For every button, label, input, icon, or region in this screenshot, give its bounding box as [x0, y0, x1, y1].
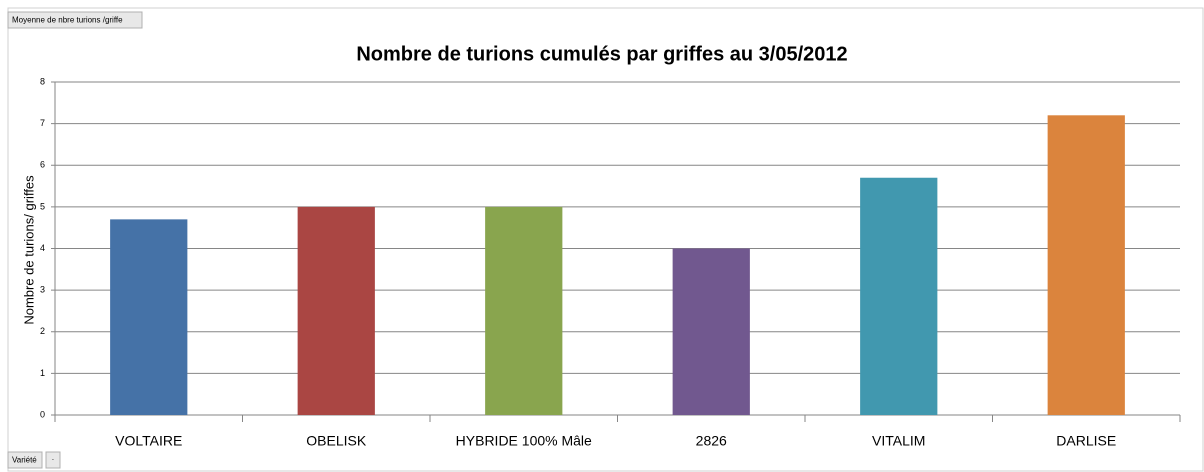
bar [297, 206, 375, 415]
y-tick-label: 3 [40, 285, 45, 295]
y-tick-label: 4 [40, 243, 45, 253]
bar [485, 206, 563, 415]
chart-title: Nombre de turions cumulés par griffes au… [356, 43, 847, 65]
x-tick-label: DARLISE [1056, 433, 1116, 449]
y-axis-label: Nombre de turions/ griffes [21, 175, 36, 325]
y-tick-label: 8 [40, 76, 45, 86]
filter-dropdown[interactable] [45, 451, 61, 469]
category-field-label: Variété [12, 456, 37, 465]
x-tick-label: 2826 [696, 433, 727, 449]
value-field-button[interactable] [7, 11, 143, 29]
y-tick-label: 1 [40, 368, 45, 378]
y-tick-label: 6 [40, 160, 45, 170]
bar [110, 219, 188, 415]
y-tick-label: 5 [40, 201, 45, 211]
dropdown-icon: · [52, 455, 55, 464]
value-field-label: Moyenne de nbre turions /griffe [12, 16, 123, 25]
x-tick-label: HYBRIDE 100% Mâle [456, 433, 592, 449]
bar [1047, 115, 1125, 416]
category-field-button[interactable] [7, 451, 43, 469]
y-tick-label: 7 [40, 118, 45, 128]
bar [672, 248, 750, 415]
x-tick-label: VITALIM [872, 433, 925, 449]
y-tick-label: 2 [40, 326, 45, 336]
x-tick-label: OBELISK [306, 433, 367, 449]
x-tick-label: VOLTAIRE [115, 433, 182, 449]
y-tick-label: 0 [40, 409, 45, 419]
bar [860, 177, 938, 415]
chart-frame [7, 7, 1204, 472]
